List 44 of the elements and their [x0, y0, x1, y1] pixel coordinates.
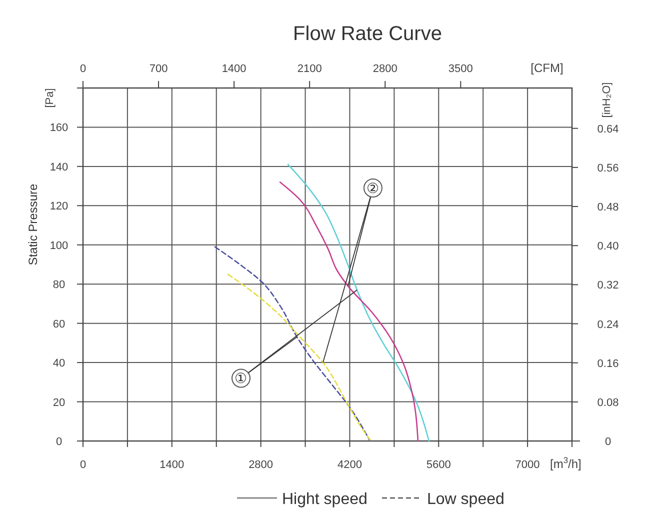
y-tick-label: 120 [50, 200, 68, 213]
x2-tick-label: 2100 [297, 63, 322, 75]
y-tick-label: 0 [56, 436, 62, 448]
x2-tick-label: 700 [149, 63, 168, 75]
x-axis-title: [m$^{3}$/h] [550, 455, 582, 471]
x2-tick-label: 1400 [222, 63, 246, 75]
annotation: ② [366, 180, 380, 196]
x-tick-label: 2800 [248, 459, 274, 471]
x2-tick-label: 2800 [372, 63, 398, 75]
line-series [279, 181, 419, 442]
y2-tick-label: 0.32 [597, 280, 619, 292]
x-tick-label: 5600 [426, 459, 451, 471]
x2-tick-label: 0 [80, 63, 86, 75]
x2-axis-title: [CFM] [530, 61, 564, 75]
x2-tick-label: 3500 [448, 63, 473, 75]
y-tick-label: 80 [52, 279, 66, 292]
x-tick-label: 7000 [515, 459, 540, 471]
chart-title: Flow Rate Curve [293, 23, 442, 45]
line-series [214, 246, 371, 442]
y-tick-label: 60 [52, 318, 66, 330]
text: Low speed [427, 491, 504, 508]
y2-tick-label: 0.64 [597, 123, 619, 136]
y-tick-label: 20 [52, 396, 66, 409]
x-tick-label: 0 [80, 459, 86, 471]
y2-tick-label: 0.24 [597, 318, 619, 331]
x-tick-label: 1400 [160, 459, 184, 471]
y-tick-label: 40 [52, 358, 66, 370]
y2-tick-label: 0.08 [597, 396, 619, 409]
y2-tick-label: 0.48 [597, 202, 619, 214]
text: Hight speed [282, 491, 368, 508]
y-tick-label: 100 [50, 240, 68, 252]
y2-axis-title: [inH₂O] [601, 82, 613, 118]
line-series [227, 274, 372, 442]
y-tick-label: 160 [50, 122, 68, 134]
y-tick-label: 140 [50, 161, 68, 174]
x-tick-label: 4200 [337, 459, 362, 471]
y2-tick-label: 0.16 [597, 358, 619, 370]
annotation: ① [234, 370, 248, 386]
line-series [287, 164, 430, 442]
text: [Pa] [44, 88, 56, 108]
y2-tick-label: 0.56 [597, 162, 619, 174]
y-axis-title: Static Pressure [26, 184, 40, 266]
y2-tick-label: 0 [604, 436, 612, 448]
y2-tick-label: 0.40 [597, 240, 619, 253]
